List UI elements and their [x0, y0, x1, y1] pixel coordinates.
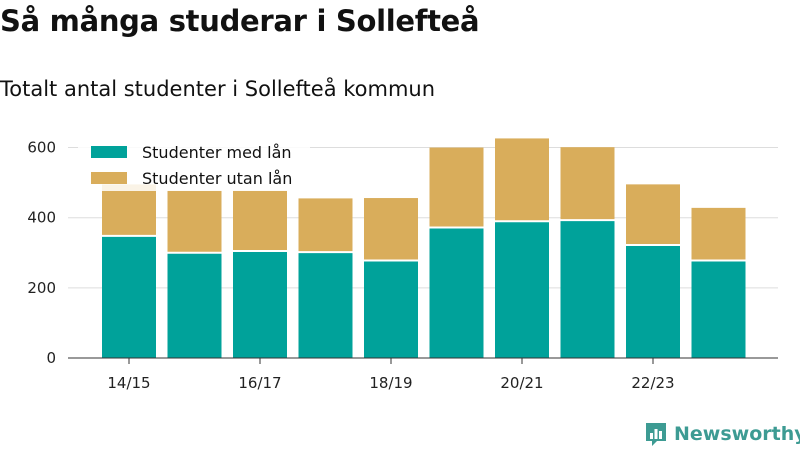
legend: Studenter med lån Studenter utan lån	[78, 136, 310, 191]
bars	[102, 138, 746, 358]
y-tick-label: 400	[27, 209, 56, 227]
y-tick-label: 600	[27, 139, 56, 157]
y-axis-ticks: 0 200 400 600	[27, 139, 56, 367]
bar-with-loan	[429, 227, 484, 358]
bar-without-loan	[429, 147, 484, 228]
legend-swatch-with-loan	[91, 146, 127, 158]
newsworthy-logo: Newsworthy	[644, 419, 800, 449]
legend-label-without-loan: Studenter utan lån	[142, 169, 292, 188]
x-axis-ticks: 14/15 16/17 18/19 20/21 22/23	[107, 358, 675, 392]
x-tick-label: 22/23	[631, 374, 674, 392]
chart-title: Så många studerar i Sollefteå	[0, 4, 480, 38]
bar-with-loan	[233, 251, 287, 358]
brand-name: Newsworthy	[674, 423, 800, 445]
bar-with-loan	[298, 252, 353, 358]
bar-without-loan	[691, 207, 746, 261]
bar-with-loan	[560, 220, 615, 358]
bar-without-loan	[233, 190, 287, 252]
bar-with-loan	[364, 260, 418, 358]
bar-chart-logo-icon	[646, 423, 666, 446]
bar-without-loan	[298, 198, 353, 253]
y-tick-label: 0	[46, 349, 56, 367]
bar-without-loan	[495, 138, 549, 222]
x-tick-label: 18/19	[369, 374, 412, 392]
y-tick-label: 200	[27, 279, 56, 297]
bar-without-loan	[102, 184, 156, 236]
x-tick-label: 20/21	[500, 374, 543, 392]
bar-with-loan	[102, 235, 156, 358]
legend-label-with-loan: Studenter med lån	[142, 143, 292, 162]
x-tick-label: 14/15	[107, 374, 150, 392]
bar-with-loan	[495, 221, 549, 358]
legend-swatch-without-loan	[91, 172, 127, 184]
chart-subtitle: Totalt antal studenter i Sollefteå kommu…	[0, 77, 436, 101]
bar-with-loan	[626, 245, 680, 358]
bar-without-loan	[560, 147, 615, 221]
bar-without-loan	[626, 184, 680, 246]
bar-with-loan	[167, 252, 222, 358]
bar-without-loan	[364, 198, 418, 261]
bar-with-loan	[691, 260, 746, 358]
x-tick-label: 16/17	[238, 374, 281, 392]
bar-without-loan	[167, 190, 222, 253]
